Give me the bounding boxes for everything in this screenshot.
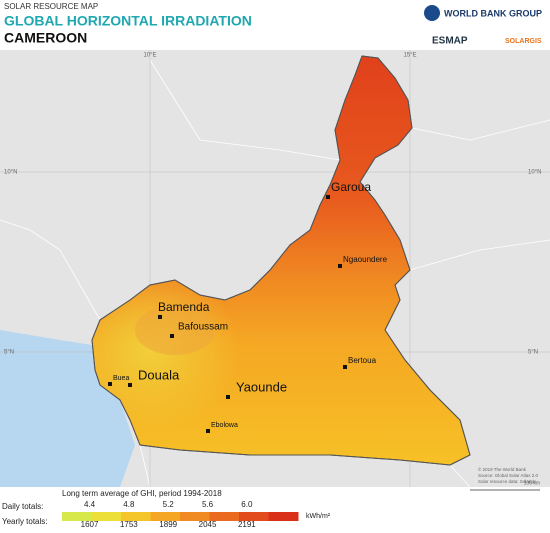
credit: Solar resource data: Solargis [478,479,537,484]
graticule-label: 10°N [528,170,541,176]
logo: WORLD BANK GROUP [444,8,542,18]
city-marker [206,429,210,433]
yearly-value: 1753 [120,520,138,529]
legend-caption: Long term average of GHI, period 1994-20… [62,489,222,498]
legend-label: Daily totals: [2,502,43,511]
legend-bg [0,487,550,533]
city-marker [226,395,230,399]
logo: SOLARGIS [505,38,542,45]
country: CAMEROON [4,30,87,46]
daily-value: 5.2 [163,500,175,509]
city-label: Garoua [331,180,371,194]
color-bin [209,512,240,521]
sea [0,330,135,487]
credit: © 2019 The World Bank [478,466,527,472]
city-label: Bafoussam [178,322,228,333]
legend-label: Yearly totals: [2,517,48,526]
graticule-label: 5°N [4,350,14,356]
yearly-value: 2045 [199,520,217,529]
city-label: Bertoua [348,356,377,365]
city-marker [326,195,330,199]
daily-value: 6.0 [241,500,253,509]
logo: ESMAP [432,36,468,47]
graticule-label: 10°N [4,170,17,176]
wb-logo [424,5,440,21]
city-marker [108,382,112,386]
kicker: SOLAR RESOURCE MAP [4,2,98,11]
city-marker [338,264,342,268]
city-label: Yaounde [236,379,287,394]
city-marker [158,315,162,319]
city-label: Douala [138,367,180,382]
header-bg [0,0,550,50]
city-label: Buea [113,375,129,382]
unit: kWh/m² [306,513,331,520]
color-bin [150,512,181,521]
graticule-label: 5°N [528,350,538,356]
city-marker [170,334,174,338]
color-bin [91,512,122,521]
borders [0,59,550,488]
color-bin [239,512,269,521]
graticule-label: 10°E [143,53,156,59]
credit: Source: Global Solar Atlas 2.0 [478,473,539,478]
daily-value: 5.6 [202,500,214,509]
color-bin [62,512,92,521]
title: GLOBAL HORIZONTAL IRRADIATION [4,13,252,29]
city-marker [343,365,347,369]
daily-value: 4.4 [84,500,96,509]
scale-label: 100 km [524,480,540,486]
city-label: Bamenda [158,300,210,314]
color-bin [180,512,210,521]
yearly-value: 2191 [238,520,256,529]
city-marker [128,383,132,387]
yearly-value: 1607 [81,520,99,529]
cameroon-outline [91,55,471,466]
yearly-value: 1899 [159,520,177,529]
graticule-label: 15°E [403,53,416,59]
color-bin [268,512,299,521]
color-bin [121,512,151,521]
city-label: Ngaoundere [343,255,388,264]
daily-value: 4.8 [123,500,135,509]
city-label: Ebolowa [211,422,238,429]
